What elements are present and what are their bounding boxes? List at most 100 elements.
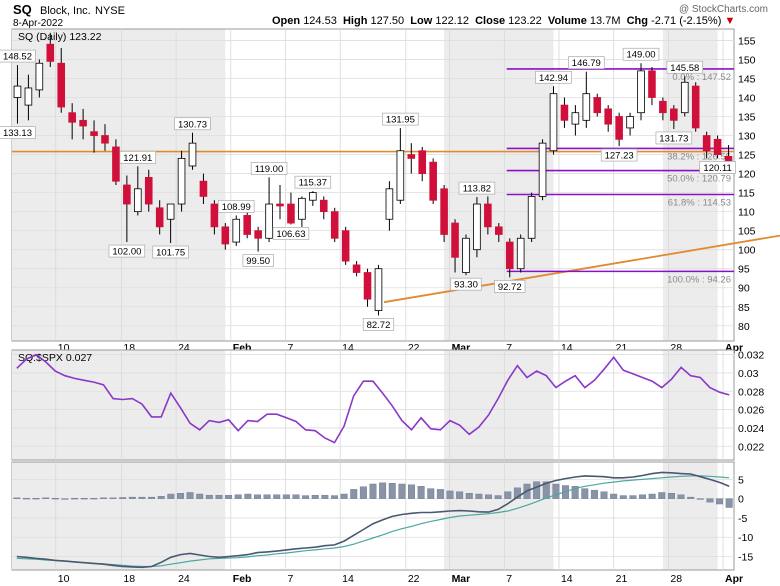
macd-histogram-bar xyxy=(80,498,88,500)
price-label: 92.72 xyxy=(498,282,522,293)
macd-histogram-bar xyxy=(398,483,406,499)
rising-trendline xyxy=(383,234,780,304)
price-y-tick: 115 xyxy=(738,188,755,200)
candle-body-down xyxy=(341,230,350,262)
price-label-box xyxy=(382,112,419,126)
macd-y-tick: 0 xyxy=(738,494,744,506)
candle-body-down xyxy=(287,203,295,224)
price-label-box xyxy=(152,245,189,259)
price-label: 121.91 xyxy=(123,153,152,164)
macd-histogram-bar xyxy=(533,481,541,499)
open-value: 124.53 xyxy=(303,15,337,27)
macd-histogram-bar xyxy=(71,498,79,500)
macd-histogram-bar xyxy=(225,494,233,499)
candle-body-down xyxy=(659,100,667,114)
candle-body-down xyxy=(155,207,164,228)
macd-histogram-bar xyxy=(292,494,300,499)
candle-body-down xyxy=(210,203,219,228)
macd-histogram-bar xyxy=(340,493,348,499)
x-axis-label: 24 xyxy=(178,342,190,354)
volume-label: Volume xyxy=(547,15,587,27)
candle xyxy=(385,181,394,231)
macd-histogram-bar xyxy=(571,486,579,499)
ratio-y-tick: 0.028 xyxy=(738,386,764,398)
price-y-tick: 155 xyxy=(738,35,756,47)
macd-y-tick: -10 xyxy=(738,532,753,544)
fib-level-label: 0.0% : 147.52 xyxy=(672,72,731,83)
price-label-box xyxy=(655,131,693,145)
price-label: 145.58 xyxy=(670,63,699,74)
candle-body-up xyxy=(473,203,481,251)
candle xyxy=(429,158,437,205)
candle xyxy=(287,192,295,225)
candle-body-down xyxy=(713,138,722,155)
candle xyxy=(407,143,416,174)
macd-histogram-bar xyxy=(196,493,204,499)
candle-body-up xyxy=(516,237,525,270)
macd-histogram-bar xyxy=(186,492,194,499)
candle xyxy=(166,203,175,244)
price-label: 115.37 xyxy=(299,178,327,189)
macd-histogram-bar xyxy=(590,489,598,499)
macd-histogram-bar xyxy=(600,491,608,499)
x-axis-label-bottom: 22 xyxy=(408,573,420,585)
macd-histogram-bar xyxy=(658,492,666,499)
x-axis-label: 7 xyxy=(287,342,293,354)
candle-body-up xyxy=(385,188,394,220)
macd-histogram-bar xyxy=(581,488,589,499)
candle-body-down xyxy=(254,230,262,239)
x-axis-label-bottom: 24 xyxy=(178,573,190,585)
fib-level-label: 50.0% : 120.79 xyxy=(667,174,731,185)
candle xyxy=(648,67,656,106)
candle xyxy=(57,48,66,113)
candle xyxy=(341,226,350,265)
macd-histogram-bar xyxy=(321,494,329,499)
candle-body-down xyxy=(691,85,700,129)
price-label: 108.99 xyxy=(222,202,251,213)
candle-body-up xyxy=(374,268,383,311)
macd-histogram-bar xyxy=(13,497,21,499)
candle-body-up xyxy=(177,157,186,205)
ratio-y-tick: 0.026 xyxy=(738,405,764,417)
candle xyxy=(680,76,689,117)
macd-histogram-bar xyxy=(273,494,281,499)
macd-histogram-bar xyxy=(99,497,107,499)
macd-histogram-bar xyxy=(244,493,252,499)
candle-body-up xyxy=(571,112,580,125)
macd-histogram-bar xyxy=(725,498,733,508)
candle-body-down xyxy=(451,222,459,258)
macd-histogram-bar xyxy=(109,497,117,499)
macd-histogram-bar xyxy=(504,491,512,499)
price-label: 93.30 xyxy=(454,280,478,291)
price-label: 131.95 xyxy=(386,115,415,126)
candle xyxy=(451,219,459,273)
candle-body-down xyxy=(79,119,87,127)
x-axis-label: 22 xyxy=(408,342,420,354)
macd-histogram-bar xyxy=(542,481,550,499)
x-axis-label-bottom: Mar xyxy=(452,573,471,585)
candle-body-up xyxy=(188,142,197,167)
price-y-tick: 95 xyxy=(738,264,750,276)
macd-panel-band xyxy=(662,462,718,570)
candle-body-up xyxy=(527,196,536,239)
macd-y-tick: -15 xyxy=(738,552,753,564)
price-label: 82.72 xyxy=(367,320,391,331)
price-y-tick: 90 xyxy=(738,283,750,295)
macd-histogram-bar xyxy=(667,493,675,499)
candle xyxy=(123,175,131,243)
candle xyxy=(188,132,197,170)
macd-histogram-bar xyxy=(263,494,271,499)
fib-level-label: 61.8% : 114.53 xyxy=(668,198,731,209)
candle xyxy=(615,112,623,147)
price-label-box xyxy=(0,49,36,63)
candle-body-up xyxy=(35,62,44,91)
price-panel-band xyxy=(12,29,226,341)
candle xyxy=(593,93,602,117)
candle-body-down xyxy=(440,188,448,235)
candle-body-down xyxy=(46,43,55,62)
candle xyxy=(516,234,525,273)
macd-y-tick: 5 xyxy=(738,474,744,486)
macd-histogram-bar xyxy=(157,496,165,499)
candle xyxy=(626,112,634,136)
